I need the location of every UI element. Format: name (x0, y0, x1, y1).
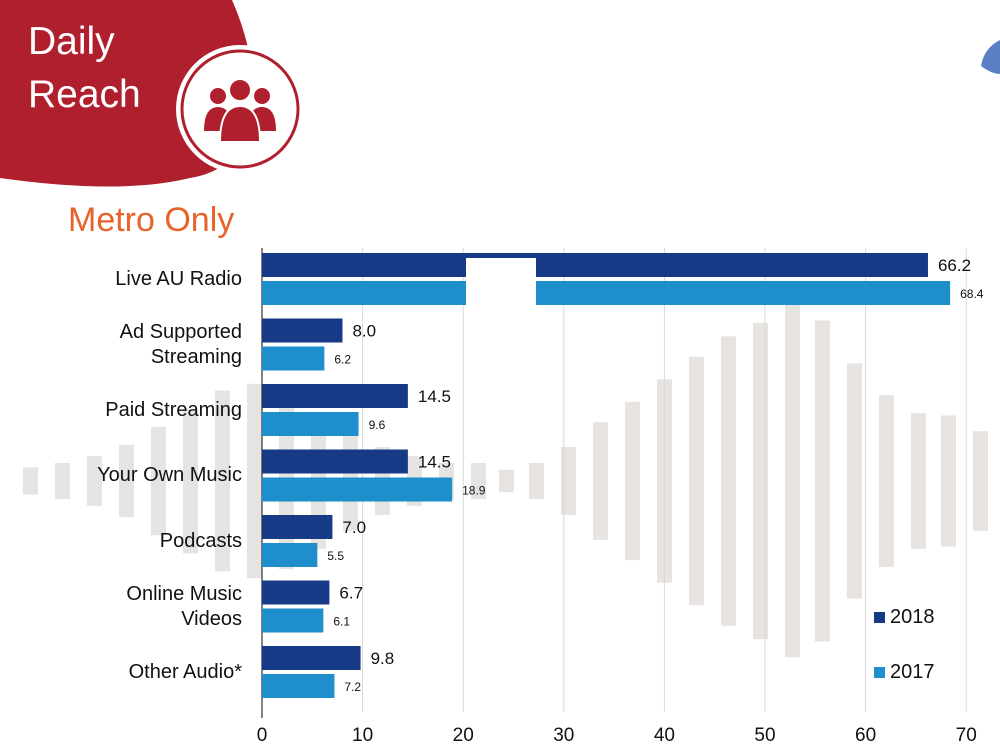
value-label-2018-4: 7.0 (342, 518, 366, 537)
value-label-2017-2: 9.6 (369, 418, 386, 432)
category-label: Paid Streaming (105, 398, 242, 421)
bar-2018-5 (262, 580, 330, 605)
waveform-bar (879, 395, 894, 567)
bar-2017-4 (262, 543, 318, 567)
bar-2018-6 (262, 646, 361, 670)
value-label-2018-5: 6.7 (339, 584, 363, 603)
waveform-bar (215, 390, 230, 572)
waveform-bar (561, 447, 576, 515)
waveform-bar (753, 322, 768, 640)
waveform-bar (23, 467, 38, 495)
bars (262, 253, 951, 698)
value-label-2017-4: 5.5 (327, 549, 344, 563)
bar-2018-3 (262, 449, 408, 474)
waveform-bar (815, 320, 830, 642)
waveform-bar (785, 304, 800, 658)
legend-label-2017: 2017 (890, 661, 935, 683)
bar-2018-4 (262, 515, 333, 539)
waveform-bar (847, 363, 862, 599)
bar-2018-2 (262, 384, 408, 408)
value-label-2017-1: 6.2 (334, 353, 351, 367)
value-label-2018-1: 8.0 (352, 322, 376, 341)
waveform-bar (247, 383, 262, 579)
waveform-bar (689, 356, 704, 606)
waveform-bar (529, 462, 544, 500)
bar-2018-1 (262, 318, 343, 343)
waveform-bar (973, 431, 988, 531)
waveform-bar (151, 426, 166, 536)
category-label: Podcasts (159, 529, 242, 552)
legend-label-2018: 2018 (890, 606, 935, 628)
value-label-2018-0: 66.2 (938, 256, 971, 275)
value-label-2017-3: 18.9 (462, 484, 486, 498)
legend-item-2018: 2018 (874, 606, 935, 629)
value-label-2017-5: 6.1 (333, 615, 350, 629)
bar-2017-6 (262, 674, 335, 698)
waveform-bar (87, 456, 102, 506)
legend-item-2017: 2017 (874, 661, 935, 684)
bar-2017-2 (262, 412, 359, 436)
header-banner-curve (0, 178, 190, 187)
bar-2017-3 (262, 477, 453, 502)
axis-break (466, 258, 536, 310)
waveform-bar (471, 462, 486, 500)
waveform-bar (499, 469, 514, 493)
waveform-bar (119, 444, 134, 518)
category-label: Your Own Music (97, 464, 242, 486)
people-group-icon (204, 78, 276, 143)
value-label-2017-0: 68.4 (960, 287, 984, 301)
waveform-bar (55, 462, 70, 500)
waveform-bar (183, 408, 198, 554)
x-tick-label: 70 (956, 725, 977, 746)
x-tick-label: 20 (453, 725, 474, 746)
category-label: Online Music Videos (126, 582, 242, 630)
value-label-2018-2: 14.5 (418, 387, 451, 406)
bar-2017-5 (262, 608, 324, 633)
x-tick-label: 10 (352, 725, 373, 746)
value-labels: 66.2 68.4 8.06.2 14.5 9.6 14.5 18.9 7.0 5.5 6.7 6.… (327, 256, 983, 694)
value-label-2018-6: 9.8 (371, 649, 395, 668)
category-label: Live AU Radio (115, 267, 242, 290)
category-label: Ad Supported Streaming (119, 320, 242, 368)
waveform-bar (911, 413, 926, 549)
x-tick-label: 60 (855, 725, 876, 746)
x-tick-label: 30 (553, 725, 574, 746)
waveform-bar (593, 422, 608, 540)
chart-subtitle: Metro Only (68, 201, 235, 239)
x-tick-labels: 0 10 20 30 40 50 60 70 (257, 725, 977, 746)
waveform-bar (941, 415, 956, 547)
x-tick-label: 0 (257, 725, 268, 746)
category-label: Other Audio* (128, 660, 242, 683)
x-tick-label: 50 (754, 725, 775, 746)
corner-decoration (981, 40, 1000, 74)
x-tick-label: 40 (654, 725, 675, 746)
value-label-2018-3: 14.5 (418, 453, 451, 472)
waveform-bar (721, 336, 736, 626)
header-title-line1: Daily (28, 20, 115, 63)
header-title-line2: Reach (28, 73, 141, 116)
bar-2018-0 (262, 253, 928, 277)
waveform-bar (625, 401, 640, 561)
bar-2017-1 (262, 346, 325, 371)
icon-badge-inner-ring (180, 49, 300, 169)
legend-swatch-2018 (874, 612, 885, 623)
legend-swatch-2017 (874, 667, 885, 678)
bar-2017-0 (262, 281, 951, 305)
value-label-2017-6: 7.2 (344, 680, 361, 694)
